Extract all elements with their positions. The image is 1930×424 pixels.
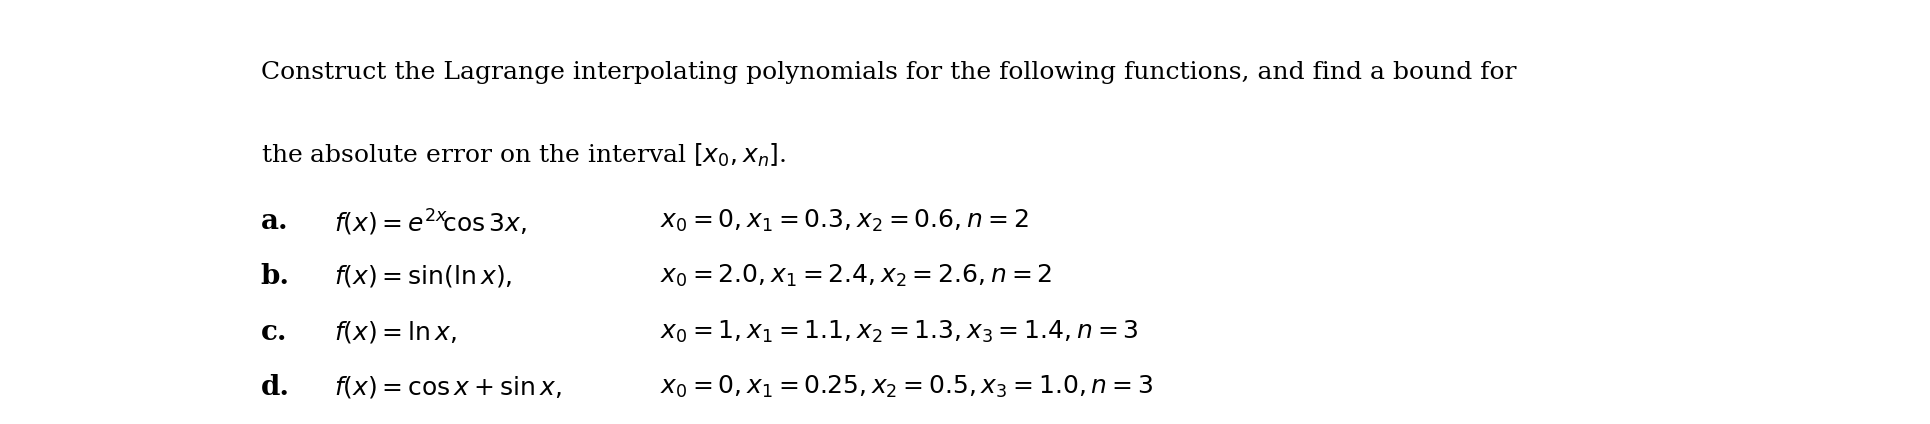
Text: b.: b. <box>261 263 290 290</box>
Text: $f(x) = \ln x,$: $f(x) = \ln x,$ <box>334 318 457 345</box>
Text: $f(x) = \sin(\ln x),$: $f(x) = \sin(\ln x),$ <box>334 263 511 289</box>
Text: c.: c. <box>261 318 288 346</box>
Text: d.: d. <box>261 374 290 401</box>
Text: $f(x) = e^{2x}\!\cos 3x,$: $f(x) = e^{2x}\!\cos 3x,$ <box>334 208 527 238</box>
Text: a.: a. <box>261 208 288 234</box>
Text: $x_0 = 2.0, x_1 = 2.4, x_2 = 2.6, n = 2$: $x_0 = 2.0, x_1 = 2.4, x_2 = 2.6, n = 2$ <box>660 263 1052 289</box>
Text: Construct the Lagrange interpolating polynomials for the following functions, an: Construct the Lagrange interpolating pol… <box>261 61 1517 84</box>
Text: $x_0 = 0, x_1 = 0.25, x_2 = 0.5, x_3 = 1.0, n = 3$: $x_0 = 0, x_1 = 0.25, x_2 = 0.5, x_3 = 1… <box>660 374 1154 400</box>
Text: the absolute error on the interval $[x_0, x_n]$.: the absolute error on the interval $[x_0… <box>261 142 786 170</box>
Text: $x_0 = 1, x_1 = 1.1, x_2 = 1.3, x_3 = 1.4, n = 3$: $x_0 = 1, x_1 = 1.1, x_2 = 1.3, x_3 = 1.… <box>660 318 1139 345</box>
Text: $f(x) = \cos x + \sin x,$: $f(x) = \cos x + \sin x,$ <box>334 374 562 400</box>
Text: $x_0 = 0, x_1 = 0.3, x_2 = 0.6, n = 2$: $x_0 = 0, x_1 = 0.3, x_2 = 0.6, n = 2$ <box>660 208 1029 234</box>
